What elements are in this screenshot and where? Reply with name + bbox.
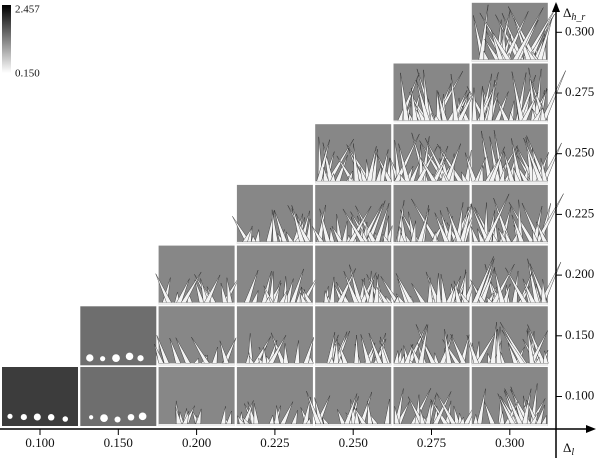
base-layer [236, 241, 313, 244]
base-layer [236, 363, 313, 366]
base-layer [471, 241, 548, 244]
x-axis-label: Δl [563, 440, 574, 458]
simulation-tile [236, 367, 313, 426]
base-layer [471, 59, 548, 62]
y-subscript: h_r [571, 12, 585, 23]
crystal [33, 413, 41, 421]
crystal [125, 352, 134, 361]
crystal [86, 354, 94, 362]
base-layer [315, 241, 392, 244]
crystal [62, 416, 69, 422]
y-tick-label: 0.200 [565, 266, 594, 281]
base-layer [393, 363, 470, 366]
tile-background [158, 306, 235, 366]
colorbar-min: 0.150 [15, 68, 40, 80]
y-tick-label: 0.275 [565, 84, 594, 99]
simulation-tile [315, 124, 393, 184]
y-symbol: Δ [563, 5, 571, 20]
crystal [114, 416, 121, 423]
base-layer [315, 181, 392, 184]
x-tick-label: 0.300 [495, 435, 524, 450]
base-layer [393, 241, 470, 244]
crystal [89, 415, 94, 420]
base-layer [393, 302, 470, 305]
y-arrow [552, 2, 560, 12]
crystal [127, 413, 135, 421]
base-layer [471, 181, 548, 184]
simulation-tile [315, 245, 393, 305]
base-layer [236, 424, 313, 426]
simulation-tile [155, 245, 241, 305]
base-layer [393, 424, 470, 426]
simulation-tile [236, 245, 321, 305]
crystal [112, 354, 120, 362]
y-tick-label: 0.100 [565, 387, 594, 402]
x-tick-label: 0.200 [182, 435, 211, 450]
crystal [7, 413, 13, 419]
simulation-tile [464, 124, 562, 184]
simulation-tile [232, 184, 313, 244]
crystal [138, 412, 147, 421]
tile-grid [2, 2, 566, 426]
base-layer [315, 302, 392, 305]
simulation-tile [393, 367, 481, 426]
base-layer [471, 424, 548, 426]
simulation-tile [158, 367, 235, 426]
base-layer [315, 363, 392, 366]
crystal [100, 356, 106, 362]
base-layer [393, 181, 470, 184]
base-layer [315, 424, 392, 426]
simulation-tile [236, 306, 314, 366]
simulation-tile [380, 245, 481, 305]
x-tick-label: 0.275 [417, 435, 446, 450]
y-axis-label: Δh_r [563, 5, 585, 23]
x-arrow [586, 425, 596, 433]
simulation-tile [466, 306, 549, 366]
base-layer [158, 363, 235, 366]
x-tick-label: 0.100 [25, 435, 54, 450]
base-layer [471, 120, 548, 123]
simulation-tile [2, 367, 78, 426]
crystal [47, 413, 55, 421]
simulation-tile [306, 367, 392, 426]
simulation-tile [311, 184, 393, 244]
colorbar-max: 2.457 [15, 4, 40, 16]
y-tick-label: 0.150 [565, 327, 594, 342]
simulation-tile [471, 2, 558, 62]
base-layer [158, 424, 235, 426]
simulation-tile [471, 367, 548, 426]
crystal [20, 414, 27, 421]
base-layer [393, 120, 470, 123]
simulation-tile [315, 306, 392, 366]
x-subscript: l [571, 447, 574, 458]
colorbar [2, 5, 11, 73]
y-tick-label: 0.300 [565, 23, 594, 38]
crystal [137, 355, 144, 362]
x-tick-label: 0.225 [260, 435, 289, 450]
simulation-tile [389, 124, 472, 184]
base-layer [471, 302, 548, 305]
simulation-tile [393, 184, 476, 244]
crystal [100, 414, 108, 422]
simulation-tile [154, 306, 237, 366]
x-tick-label: 0.250 [339, 435, 368, 450]
y-tick-label: 0.225 [565, 205, 594, 220]
y-tick-label: 0.250 [565, 145, 594, 160]
simulation-tile [470, 245, 562, 305]
base-layer [236, 302, 313, 305]
simulation-tile [466, 63, 566, 123]
x-tick-label: 0.150 [104, 435, 133, 450]
simulation-tile [80, 306, 157, 366]
simulation-tile [80, 367, 157, 426]
simulation-tile [393, 306, 470, 366]
simulation-tile [393, 63, 477, 123]
x-symbol: Δ [563, 440, 571, 455]
base-layer [471, 363, 548, 366]
simulation-tile [470, 184, 564, 244]
base-layer [158, 302, 235, 305]
